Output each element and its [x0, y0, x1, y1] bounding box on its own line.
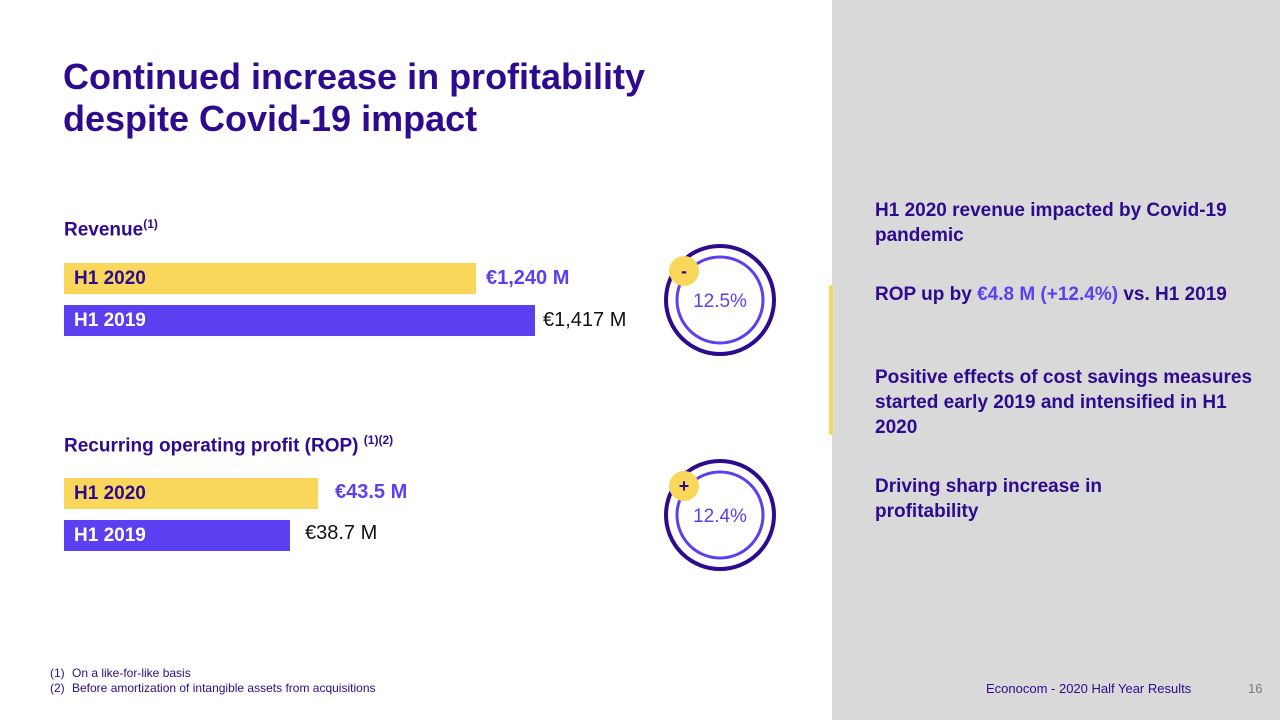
footnotes: (1) On a like-for-like basis (2) Before am… [50, 666, 376, 696]
footnote-1: (1) On a like-for-like basis [50, 666, 376, 681]
revenue-bar-h1-2019: H1 2019 [64, 305, 535, 336]
revenue-bar-label-h1-2020: H1 2020 [74, 268, 146, 289]
highlight-4-strong: Driving sharp increase in profitability [875, 476, 1103, 522]
rop-change-sign: + [679, 476, 690, 496]
revenue-note: (1) [143, 217, 158, 231]
highlight-3-text: measures started early 2019 and intensif… [875, 367, 1253, 438]
ring-outer-circle [664, 459, 776, 571]
rop-bar-h1-2020: H1 2020 [64, 478, 318, 509]
highlight-3-strong: Positive effects of cost savings [875, 367, 1158, 388]
highlight-profitability: Driving sharp increase in profitability [875, 474, 1135, 524]
revenue-bar-label-h1-2019: H1 2019 [74, 310, 146, 331]
footnote-2: (2) Before amortization of intangible ass… [50, 681, 376, 696]
change-sign-bubble [669, 471, 699, 501]
rop-change-percent: 12.4% [693, 506, 747, 527]
page-number: 16 [1248, 681, 1263, 696]
revenue-change-percent: 12.5% [693, 291, 747, 312]
title-line-2: despite Covid-19 impact [63, 98, 478, 139]
highlight-2-post: vs. H1 2019 [1118, 284, 1227, 305]
revenue-title: Revenue [64, 219, 144, 241]
footnote-1-num: (1) [50, 666, 65, 680]
highlight-2-pre: ROP up by [875, 284, 978, 305]
revenue-value-h1-2020: €1,240 M [486, 267, 570, 289]
accent-divider [829, 285, 833, 435]
rop-label: Recurring operating profit (ROP) (1)(2) [64, 433, 393, 457]
footnote-2-num: (2) [50, 681, 65, 695]
title-line-1: Continued increase in profitability [63, 56, 646, 97]
ring-inner-circle [675, 255, 765, 345]
slide-title: Continued increase in profitability desp… [63, 56, 803, 140]
rop-bar-label-h1-2019: H1 2019 [74, 525, 146, 546]
rop-change-ring: + 12.4% [664, 459, 776, 571]
ring-outer-circle [664, 244, 776, 356]
footnote-1-text: On a like-for-like basis [72, 666, 191, 680]
highlight-revenue-impact: H1 2020 revenue impacted by Covid-19 pan… [875, 198, 1255, 248]
highlight-1-strong: H1 2020 revenue [875, 200, 1025, 221]
change-sign-bubble [669, 256, 699, 286]
footer-text: Econocom - 2020 Half Year Results [986, 681, 1192, 696]
revenue-label: Revenue(1) [64, 217, 158, 241]
revenue-value-h1-2019: €1,417 M [543, 309, 627, 331]
rop-note: (1)(2) [363, 433, 394, 447]
rop-title: Recurring operating profit (ROP) [64, 435, 359, 457]
revenue-change-sign: - [681, 261, 687, 281]
rop-bar-label-h1-2020: H1 2020 [74, 483, 146, 504]
rop-bar-h1-2019: H1 2019 [64, 520, 290, 551]
footnote-2-text: Before amortization of intangible assets… [72, 681, 376, 695]
right-panel [832, 0, 1280, 720]
highlight-cost-savings: Positive effects of cost savings measure… [875, 365, 1255, 440]
ring-inner-circle [675, 470, 765, 560]
highlight-2-value: €4.8 M (+12.4%) [977, 284, 1119, 305]
highlight-rop-up: ROP up by €4.8 M (+12.4%) vs. H1 2019 [875, 282, 1255, 307]
highlight-1-text: impacted by Covid-19 pandemic [875, 200, 1227, 246]
rop-value-h1-2019: €38.7 M [305, 522, 378, 544]
rop-value-h1-2020: €43.5 M [335, 481, 408, 503]
revenue-bar-h1-2020: H1 2020 [64, 263, 476, 294]
revenue-change-ring: - 12.5% [664, 244, 776, 356]
